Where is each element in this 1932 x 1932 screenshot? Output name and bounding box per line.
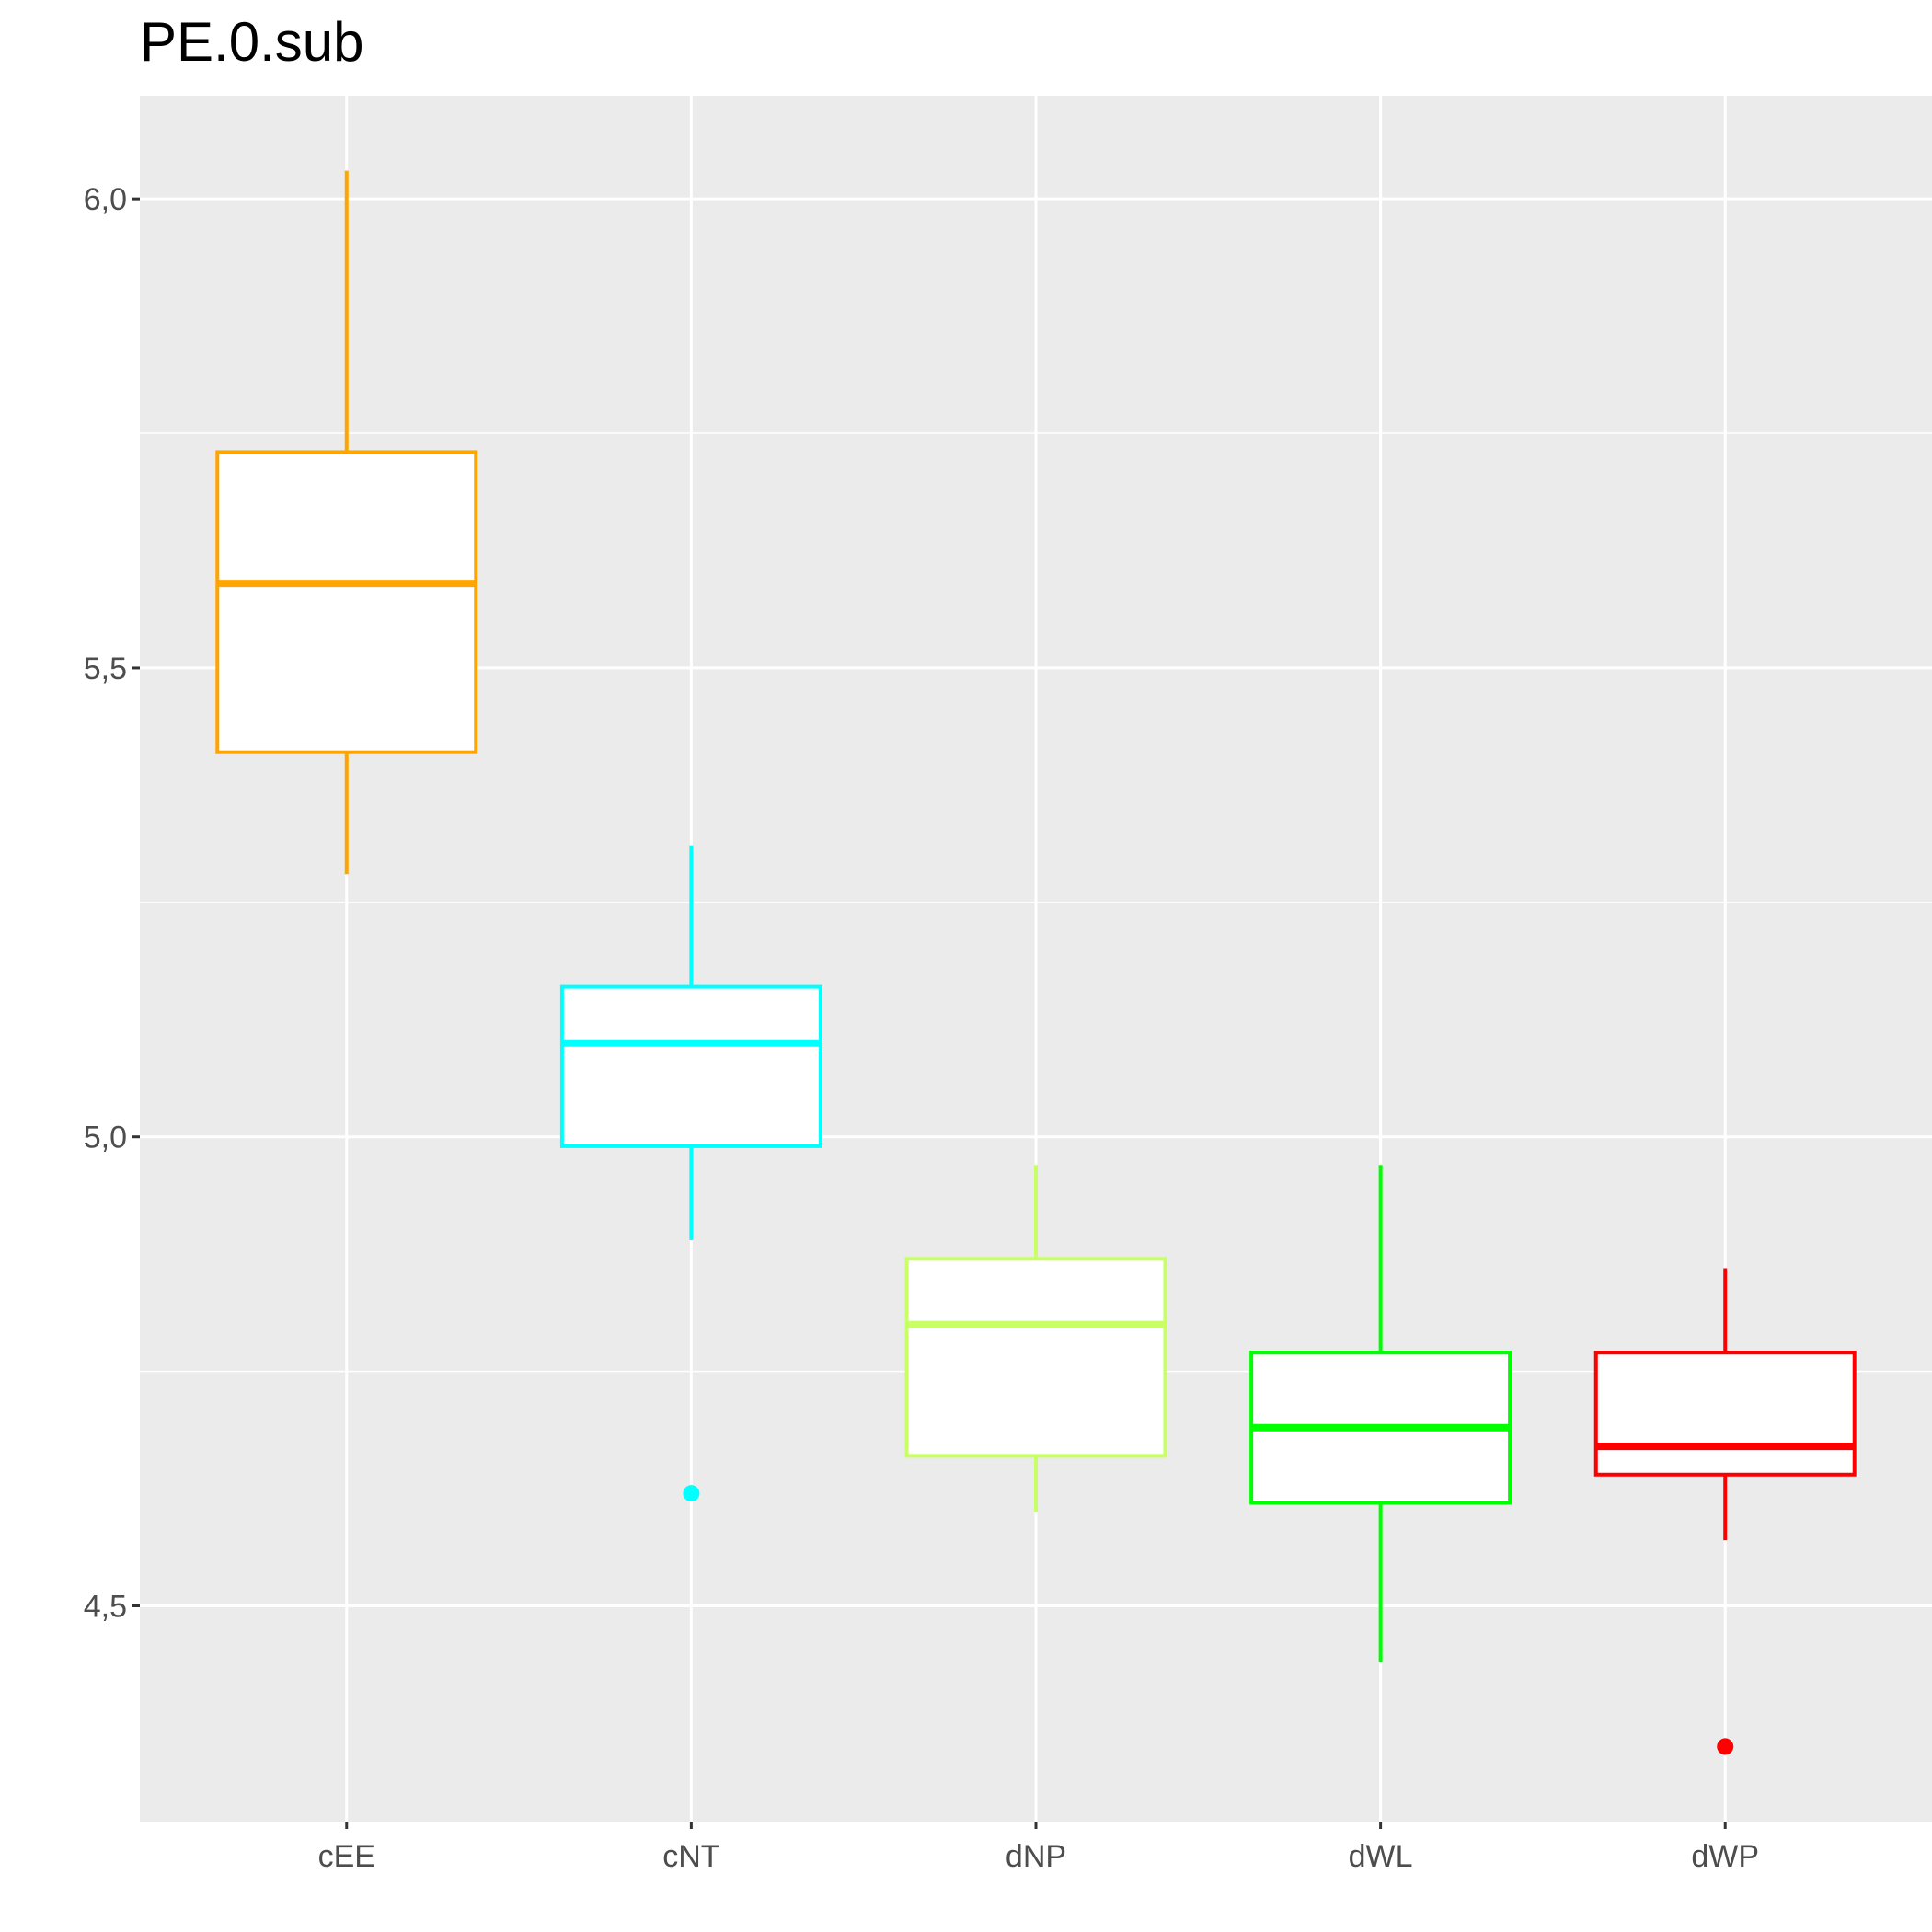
outlier-point bbox=[1717, 1738, 1734, 1755]
box-iqr bbox=[215, 450, 478, 754]
box-dNP bbox=[904, 1165, 1167, 1512]
box-iqr bbox=[904, 1257, 1167, 1458]
x-tick-label: cNT bbox=[662, 1839, 719, 1874]
box-dWL bbox=[1249, 1165, 1512, 1662]
y-tick-label: 4,5 bbox=[84, 1590, 127, 1625]
y-tick-label: 6,0 bbox=[84, 182, 127, 217]
outlier-point bbox=[683, 1485, 700, 1502]
y-tick-label: 5,5 bbox=[84, 651, 127, 686]
chart-title: PE.0.sub bbox=[140, 11, 364, 73]
box-cNT bbox=[559, 845, 822, 1502]
x-tick-label: dWP bbox=[1691, 1839, 1759, 1874]
y-tick-label: 5,0 bbox=[84, 1121, 127, 1156]
boxplot-series bbox=[215, 170, 1857, 1755]
box-iqr bbox=[559, 984, 822, 1148]
x-tick-label: cEE bbox=[318, 1839, 375, 1874]
box-iqr bbox=[1593, 1351, 1857, 1477]
axes: 4,5 5,0 5,5 6,0 cEE cNT dNP dWL dWP bbox=[84, 182, 1759, 1874]
box-dWP bbox=[1593, 1268, 1857, 1755]
x-tick-label: dNP bbox=[1006, 1839, 1066, 1874]
x-tick-label: dWL bbox=[1349, 1839, 1413, 1874]
box-cEE bbox=[215, 170, 478, 875]
